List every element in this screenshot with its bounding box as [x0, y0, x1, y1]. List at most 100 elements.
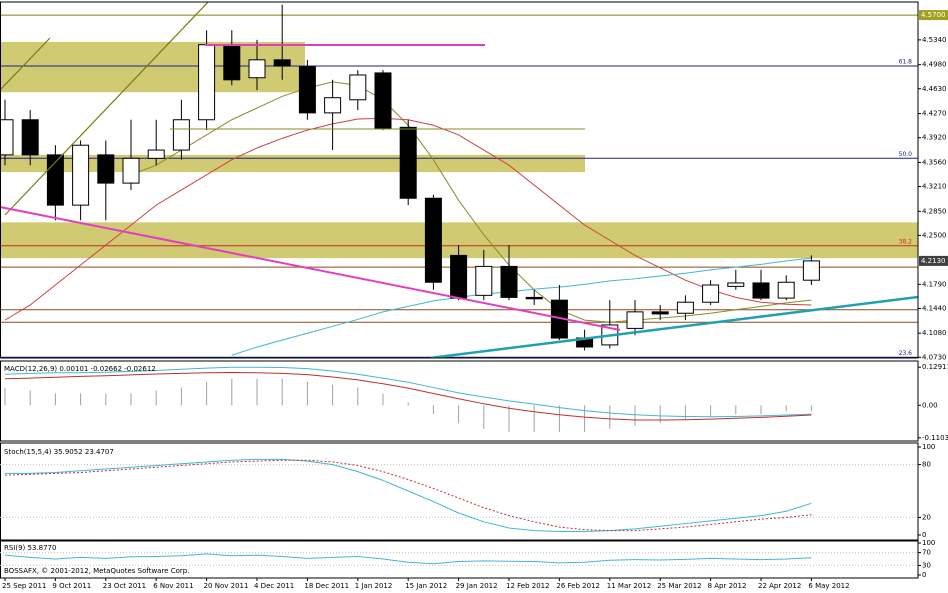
candle-body	[802, 260, 820, 281]
zone	[1, 222, 918, 259]
y-tick-label: 4.0730	[922, 353, 947, 361]
candle-body	[1, 119, 14, 156]
y-tick-label: 100	[922, 443, 935, 451]
y-tick-label: 4.4630	[922, 85, 947, 93]
y-tick-label: 4.2850	[922, 207, 947, 215]
level-label: 61.8	[899, 59, 913, 66]
candle-body	[450, 254, 468, 299]
candle-body	[525, 296, 543, 300]
candle-body	[349, 74, 367, 101]
x-tick-label: 15 Jan 2012	[405, 582, 447, 590]
x-tick-label: 22 Apr 2012	[758, 582, 801, 590]
y-tick-label: 0	[922, 531, 926, 539]
indicator-line	[231, 257, 812, 356]
indicator-line	[5, 458, 812, 532]
x-tick-label: 25 Mar 2012	[657, 582, 701, 590]
level-label: 50.0	[899, 151, 913, 158]
candle-body	[248, 59, 266, 79]
x-tick-label: 6 Nov 2011	[153, 582, 193, 590]
panel-title: MACD(12,26,9) 0.00101 -0.02662 -0.02612	[4, 365, 156, 373]
x-tick-label: 26 Feb 2012	[556, 582, 600, 590]
x-tick-label: 4 Dec 2011	[254, 582, 294, 590]
candle-body	[21, 119, 39, 156]
level-label: 23.6	[899, 350, 913, 357]
indicator-line	[4, 459, 812, 532]
y-tick-label: -0.11031	[922, 434, 948, 442]
x-tick-label: 11 Mar 2012	[607, 582, 651, 590]
candle-body	[777, 281, 795, 299]
candle-body	[475, 265, 493, 296]
x-tick-label: 29 Jan 2012	[456, 582, 498, 590]
y-tick-label: 4.1790	[922, 280, 947, 288]
candle-body	[500, 265, 518, 298]
trendline	[1, 37, 51, 90]
x-tick-label: 25 Sep 2011	[2, 582, 46, 590]
candle-body	[651, 311, 669, 315]
candle-body	[324, 97, 342, 114]
y-tick-label: 100	[922, 539, 935, 547]
trendline	[4, 2, 209, 216]
candle-body	[172, 119, 190, 151]
x-tick-label: 20 Nov 2011	[204, 582, 249, 590]
y-tick-label: 4.2500	[922, 231, 947, 239]
price-marker	[919, 10, 948, 21]
candle-body	[752, 282, 770, 299]
y-tick-label: 4.3210	[922, 183, 947, 191]
candle-body	[223, 44, 241, 81]
candle-body	[46, 154, 64, 206]
panel-title: Stoch(15,5,4) 35.9052 23.4707	[4, 448, 114, 456]
price-marker-label: 4.2130	[921, 257, 946, 265]
price-marker-label: 4.5700	[921, 11, 946, 19]
x-tick-label: 1 Jan 2012	[355, 582, 393, 590]
trendline	[1, 206, 621, 331]
price-marker	[919, 255, 948, 266]
indicator-line	[4, 366, 812, 418]
candle-body	[399, 126, 417, 199]
footer: BOSSAFX, © 2001-2012, MetaQuotes Softwar…	[4, 567, 189, 575]
indicator-line	[130, 81, 812, 323]
panel-frame	[0, 1, 919, 359]
x-tick-label: 23 Oct 2011	[103, 582, 146, 590]
y-tick-label: 4.4270	[922, 110, 947, 118]
candle-body	[298, 66, 316, 114]
candle-body	[702, 284, 720, 303]
trendlines	[1, 2, 918, 358]
y-tick-label: 4.1080	[922, 329, 947, 337]
x-tick-label: 9 Oct 2011	[52, 582, 91, 590]
x-tick-label: 8 Apr 2012	[708, 582, 747, 590]
candle-body	[72, 144, 90, 206]
price-panel: 61.8 50.0 38.2 23.6	[1, 4, 918, 358]
y-tick-label: 80	[922, 461, 931, 469]
candle-body	[97, 154, 115, 184]
y-tick-label: 20	[922, 513, 931, 521]
indicator-line	[4, 553, 812, 565]
y-tick-label: 4.4980	[922, 61, 947, 69]
candle-body	[424, 197, 442, 283]
y-tick-label: 4.5340	[922, 36, 947, 44]
y-tick-label: 4.3920	[922, 134, 947, 142]
indicator-line	[4, 372, 812, 421]
x-tick-label: 12 Feb 2012	[506, 582, 550, 590]
candle-body	[374, 72, 392, 129]
candle-body	[626, 311, 644, 329]
candle-body	[122, 157, 140, 184]
candle-body	[727, 282, 745, 287]
y-tick-label: 0.12911	[922, 363, 948, 371]
x-tick-label: 18 Dec 2011	[304, 582, 349, 590]
x-tick-label: 6 May 2012	[808, 582, 849, 590]
trendline	[429, 295, 918, 358]
panel-title: RSI(9) 53.8770	[4, 544, 56, 552]
y-tick-label: 30	[922, 561, 931, 569]
panel-frame	[0, 442, 919, 541]
y-tick-label: 4.3560	[922, 158, 947, 166]
y-tick-label: 0.00	[922, 401, 938, 409]
candle-body	[273, 59, 291, 67]
candle-body	[147, 149, 165, 159]
candle-body	[676, 301, 694, 314]
level-label: 38.2	[899, 238, 913, 245]
y-tick-label: 0	[922, 571, 926, 579]
y-tick-label: 70	[922, 549, 931, 557]
panel-frame	[0, 360, 919, 442]
y-tick-label: 4.1440	[922, 304, 947, 312]
